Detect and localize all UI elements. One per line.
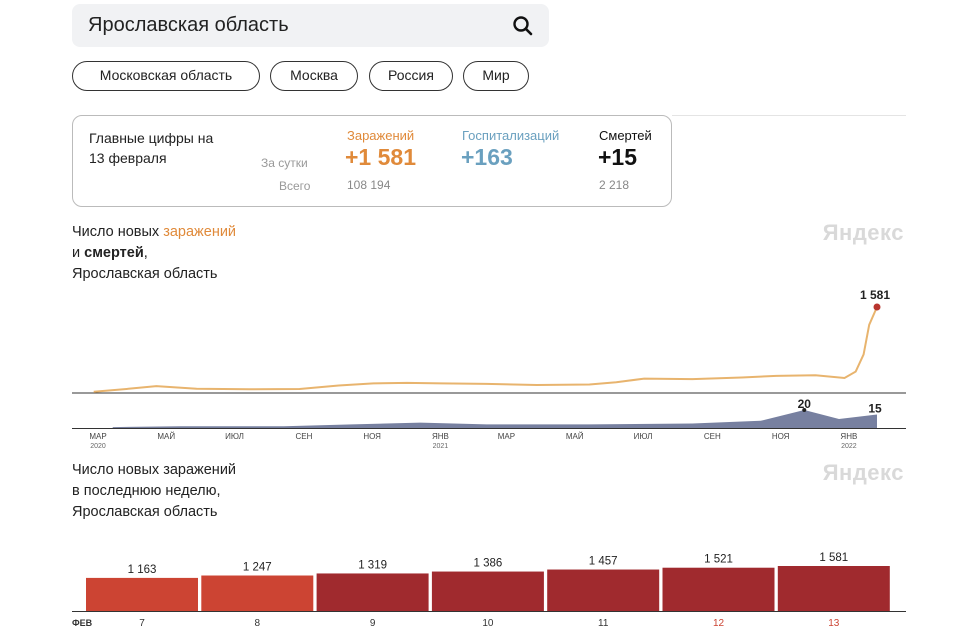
yandex-watermark: Яндекс [822,460,904,485]
bar [777,566,890,611]
x-tick-label: 12 [713,618,725,629]
x-tick-label: НОЯ [363,432,381,441]
x-tick-label: 10 [482,618,494,629]
x-tick-label: ЯНВ [840,432,857,441]
chart1-title-infections: заражений [163,224,237,240]
x-tick-label: СЕН [704,432,721,441]
x-tick-label: МАЙ [566,432,584,441]
weekly-infections-bar-chart: 1 163 7 1 247 8 1 319 9 1 386 10 1 457 11 1 521 12 1… [72,552,906,629]
bar-value-label: 1 581 [819,552,848,564]
chip-moscow[interactable]: Москва [270,61,358,91]
per-day-label: За сутки [261,156,308,170]
bar [662,567,775,611]
x-tick-label: СЕН [295,432,312,441]
chip-russia[interactable]: Россия [369,61,453,91]
x-tick-label: 7 [139,618,145,629]
bar-value-label: 1 386 [474,558,503,570]
x-tick-label: 11 [598,618,609,629]
chart1-title: Число новых заражений и смертей, Ярослав… [72,222,236,285]
bar [201,575,314,611]
bar [431,571,544,611]
deaths-peak-point [802,408,807,412]
x-tick-label: ИЮЛ [634,432,653,441]
year-label: 2021 [433,443,449,450]
summary-card: Главные цифры на 13 февраля За сутки Все… [72,115,672,207]
deaths-total-value: 2 218 [599,178,630,192]
chart1-title-part: , [143,245,148,261]
chart1-title-part: и [72,245,85,261]
search-bar[interactable]: Ярославская область [72,4,549,47]
chip-moscow-region[interactable]: Московская область [72,61,260,91]
deaths-label: Смертей [599,128,652,143]
bar [316,573,429,611]
chart2-title-line3: Ярославская область [72,504,218,520]
bar-value-label: 1 457 [589,556,618,568]
chart2-title: Число новых заражений в последнюю неделю… [72,460,236,523]
bar [86,577,198,611]
infections-last-point [873,303,881,311]
x-tick-label: МАР [89,432,106,441]
infections-label: Заражений [347,128,415,143]
x-tick-label: МАЙ [157,432,175,441]
summary-title-line1: Главные цифры на [89,130,214,146]
infections-deaths-chart: 1 581 20 15 МАР МАЙ ИЮЛ СЕН НОЯ ЯНВ МАР МАЙ ИЮЛ СЕН Н… [72,288,906,450]
chart1-title-deaths: смертей [84,245,144,261]
x-tick-label: МАР [498,432,515,441]
x-tick-label: 8 [255,618,261,629]
total-label: Всего [279,179,311,193]
chart2-title-line2: в последнюю неделю, [72,483,221,499]
chip-world[interactable]: Мир [463,61,529,91]
infections-line [93,306,878,393]
chart1-title-part: Число новых [72,224,164,240]
x-tick-label: НОЯ [772,432,790,441]
x-tick-label: 13 [828,618,840,629]
hospital-label: Госпитализаций [462,128,560,143]
year-label: 2020 [90,443,106,450]
search-icon[interactable] [511,14,535,38]
x-tick-label: 9 [370,618,376,629]
hospital-day-value: +163 [461,144,513,170]
x-tick-label: ИЮЛ [225,432,244,441]
deaths-day-value: +15 [598,144,638,170]
deaths-area [112,410,877,428]
chart2-title-line1: Число новых заражений [72,462,237,478]
yandex-watermark: Яндекс [822,220,904,245]
x-month-label: ФЕВ [72,618,93,628]
deaths-end-label: 15 [868,402,882,416]
infections-day-value: +1 581 [345,144,416,170]
bar-value-label: 1 319 [358,559,387,571]
bar-value-label: 1 163 [128,564,157,576]
bar [547,569,660,611]
divider [672,115,906,116]
infections-total-value: 108 194 [347,178,391,192]
summary-title-date: 13 февраля [89,150,167,166]
summary-title: Главные цифры на 13 февраля [89,128,249,168]
search-input[interactable]: Ярославская область [88,14,289,36]
bar-value-label: 1 247 [243,562,272,574]
bar-value-label: 1 521 [704,554,733,566]
x-tick-label: ЯНВ [432,432,449,441]
infections-end-label: 1 581 [860,288,890,302]
year-label: 2022 [841,443,857,450]
chart1-title-region: Ярославская область [72,266,218,282]
deaths-peak-label: 20 [798,397,812,411]
